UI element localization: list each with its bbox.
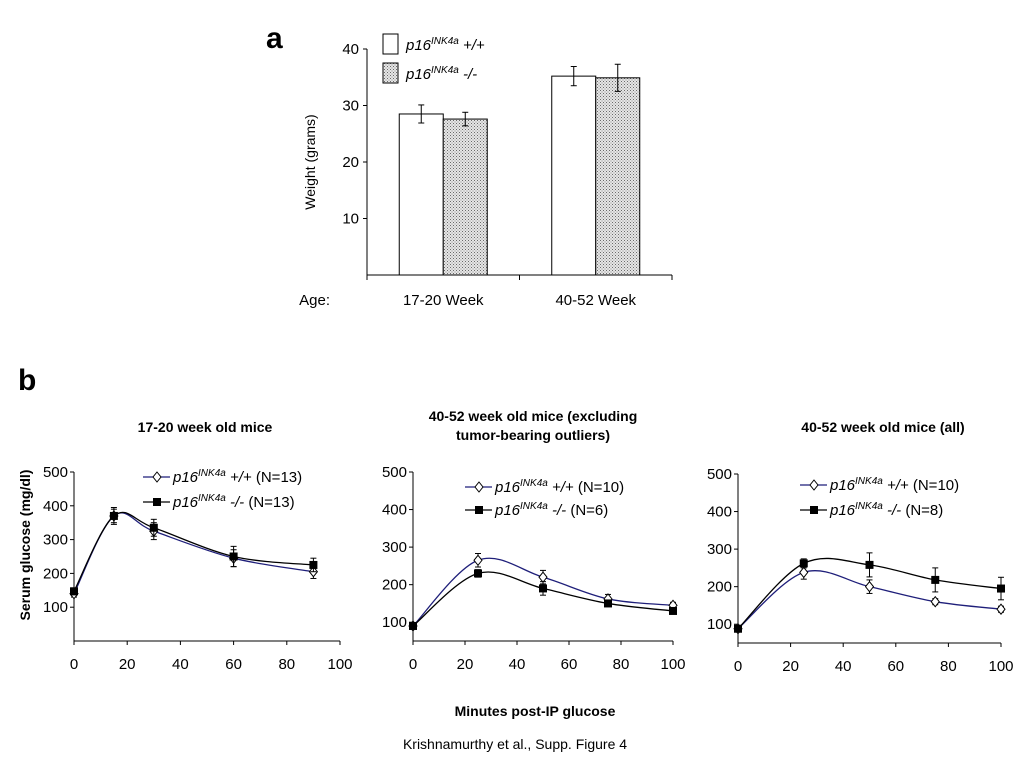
y-tick-label: 20 [342, 154, 359, 171]
y-tick-label: 500 [43, 464, 68, 481]
data-point-wt [799, 566, 809, 579]
y-tick-label: 300 [382, 539, 407, 556]
data-point-ko [931, 575, 940, 584]
y-tick-label: 100 [707, 616, 732, 633]
legend-label-wt: p16INK4a +/+ [405, 36, 485, 54]
data-point-ko [539, 584, 547, 593]
data-point-ko [474, 569, 482, 578]
legend-swatch-wt [382, 33, 399, 55]
legend-swatch-ko [382, 62, 399, 84]
y-tick-label: 400 [382, 502, 407, 519]
legend-label-wt: p16INK4a +/+ (N=10) [494, 478, 624, 496]
y-tick-label: 30 [342, 98, 359, 115]
bar-wt [551, 75, 597, 276]
y-tick-label: 500 [382, 464, 407, 481]
legend-marker-ko [153, 498, 161, 506]
x-tick-label: 40 [509, 656, 526, 673]
legend-marker-wt [152, 471, 162, 483]
x-tick-label: 80 [940, 658, 957, 675]
chart-title-line: tumor-bearing outliers) [456, 427, 610, 443]
chart-title-line: 40-52 week old mice (all) [801, 419, 964, 435]
y-tick-label: 200 [707, 579, 732, 596]
x-tick-label: 20 [782, 658, 799, 675]
y-tick-label: 400 [43, 498, 68, 515]
legend-label-wt: p16INK4a +/+ (N=13) [172, 468, 302, 486]
legend-marker-wt [474, 481, 484, 493]
data-point-ko [799, 559, 808, 568]
glucose-chart-17-20-week: 100 200 300 400 500 0 20 40 60 80 100 17-20 week ol… [17, 419, 353, 673]
y-tick-label: 300 [707, 541, 732, 558]
x-tick-label: 60 [887, 658, 904, 675]
x-category-label: 17-20 Week [403, 292, 484, 309]
data-point-ko [149, 523, 158, 532]
x-tick-label: 40 [172, 656, 189, 673]
chart-title-line: 40-52 week old mice (excluding [429, 408, 638, 424]
data-point-ko [70, 587, 78, 596]
x-tick-label: 100 [327, 656, 352, 673]
x-tick-label: 20 [457, 656, 474, 673]
legend-marker-wt [809, 479, 819, 491]
data-point-wt [538, 571, 548, 583]
legend-marker-ko [475, 506, 483, 514]
legend-label-ko: p16INK4a -/- (N=6) [494, 501, 608, 519]
data-point-ko [309, 560, 318, 569]
legend-label-ko: p16INK4a -/- [405, 65, 477, 83]
legend-label-ko: p16INK4a -/- (N=8) [829, 501, 943, 519]
data-point-ko [997, 584, 1005, 593]
y-axis-title: Serum glucose (mg/dl) [17, 470, 33, 621]
x-category-label: 40-52 Week [555, 292, 636, 309]
y-tick-label: 40 [342, 41, 359, 58]
x-tick-label: 100 [660, 656, 685, 673]
legend-label-wt: p16INK4a +/+ (N=10) [829, 476, 959, 494]
x-tick-label: 40 [835, 658, 852, 675]
x-tick-label: 0 [409, 656, 417, 673]
x-tick-label: 20 [119, 656, 136, 673]
weight-bar-chart: 10 20 30 40 Weight (grams) Age: 17-20 Week 40-5… [299, 33, 673, 309]
data-point-wt [996, 603, 1006, 616]
x-axis-title: Minutes post-IP glucose [455, 703, 616, 719]
x-tick-label: 80 [613, 656, 630, 673]
legend-marker-ko [810, 506, 818, 514]
age-label: Age: [299, 292, 330, 309]
data-point-ko [109, 511, 118, 520]
x-tick-label: 60 [561, 656, 578, 673]
data-point-wt [930, 595, 940, 608]
data-point-ko [669, 606, 677, 615]
figure-caption: Krishnamurthy et al., Supp. Figure 4 [403, 736, 627, 752]
data-point-wt [864, 580, 875, 593]
bar-wt [398, 113, 444, 276]
x-tick-label: 0 [734, 658, 742, 675]
data-point-ko [865, 560, 874, 569]
series-line-ko [73, 511, 314, 592]
panel-b-label: b [18, 364, 36, 397]
x-tick-label: 80 [278, 656, 295, 673]
x-tick-label: 60 [225, 656, 242, 673]
glucose-chart-40-52-week-excluding-outliers: 100 200 300 400 500 0 20 40 60 80 100 40-52 week ol… [382, 408, 686, 673]
chart-title-line: 17-20 week old mice [138, 419, 273, 435]
data-point-ko [229, 552, 238, 561]
data-point-ko [734, 624, 742, 633]
bar-ko [442, 118, 488, 276]
y-tick-label: 400 [707, 504, 732, 521]
series-line-wt [73, 512, 314, 594]
series-line-wt [737, 570, 1002, 630]
data-point-wt [473, 554, 483, 567]
y-tick-label: 200 [382, 577, 407, 594]
x-tick-label: 0 [70, 656, 78, 673]
y-tick-label: 10 [342, 211, 359, 228]
glucose-chart-40-52-week-all: 100 200 300 400 500 0 20 40 60 80 100 40-52 week ol… [707, 419, 1014, 675]
legend-label-ko: p16INK4a -/- (N=13) [172, 493, 295, 511]
data-point-ko [604, 599, 612, 608]
y-tick-label: 100 [382, 614, 407, 631]
y-tick-label: 200 [43, 565, 68, 582]
y-tick-label: 100 [43, 599, 68, 616]
y-axis-title: Weight (grams) [302, 114, 318, 209]
bar-ko [595, 77, 641, 276]
y-tick-label: 300 [43, 532, 68, 549]
data-point-ko [409, 621, 417, 630]
y-tick-label: 500 [707, 466, 732, 483]
panel-a-label: a [266, 22, 283, 55]
x-tick-label: 100 [988, 658, 1013, 675]
